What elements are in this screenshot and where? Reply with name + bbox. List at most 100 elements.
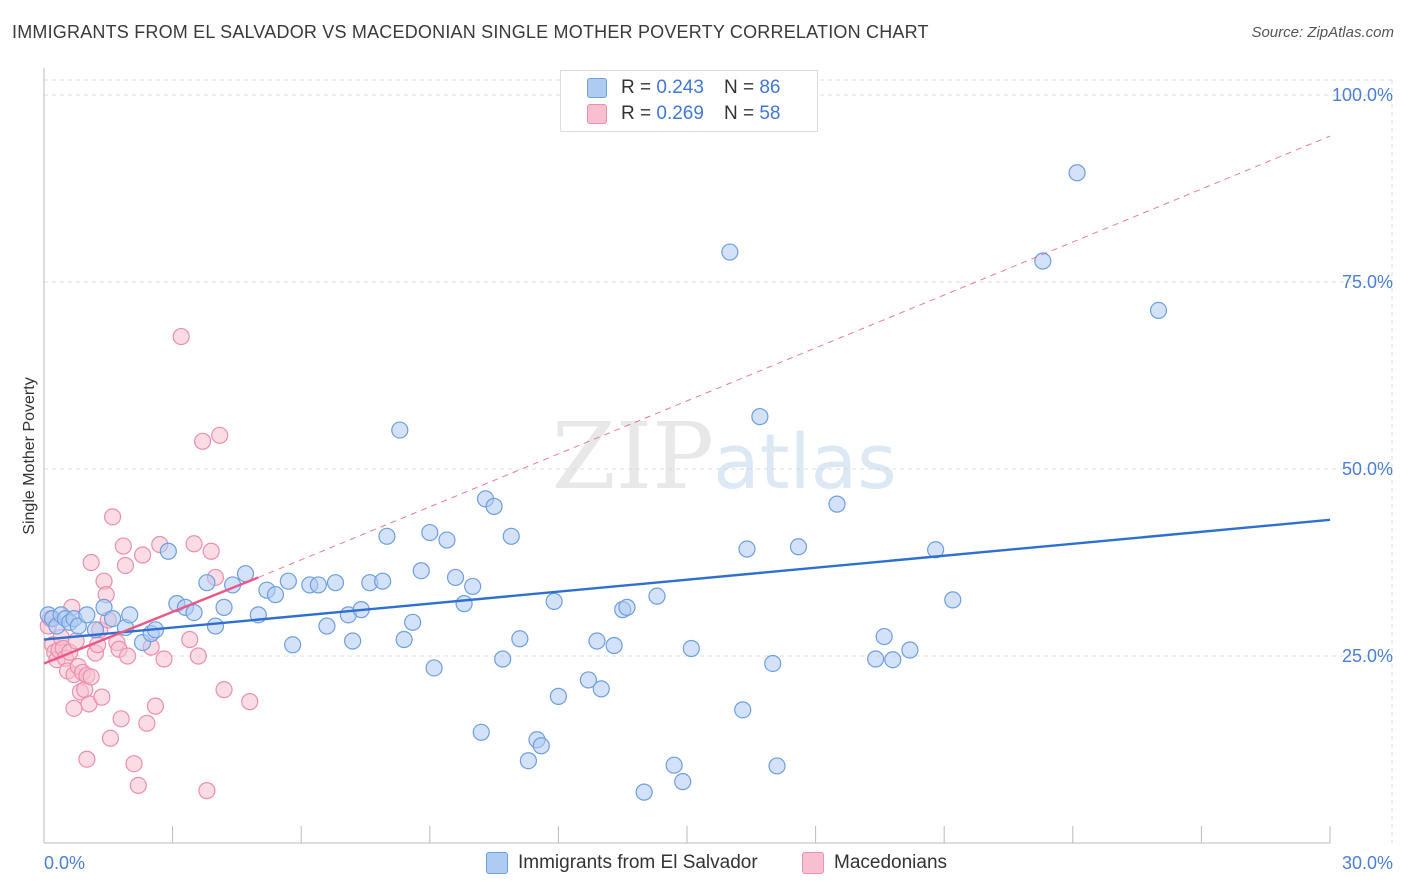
trend-line	[43, 576, 259, 665]
data-point	[198, 574, 216, 592]
data-point	[266, 586, 285, 604]
data-point	[446, 568, 465, 587]
legend-item-macedonians: Macedonians	[802, 852, 947, 874]
data-point	[674, 773, 692, 791]
y-tick-label: 100.0%	[1332, 85, 1393, 105]
data-point	[901, 641, 919, 659]
x-tick-label: 30.0%	[1342, 853, 1393, 873]
data-point	[114, 537, 132, 555]
data-point	[1068, 164, 1086, 182]
grid-lines	[44, 79, 1393, 843]
data-point	[116, 556, 135, 575]
data-point	[404, 613, 422, 631]
data-point	[78, 606, 96, 624]
r-value: 0.243	[656, 77, 704, 98]
data-point	[326, 574, 345, 592]
data-point	[682, 639, 700, 658]
data-point	[185, 535, 203, 553]
data-point	[875, 627, 893, 646]
data-point	[789, 538, 808, 556]
data-point	[198, 782, 216, 800]
data-point	[511, 630, 529, 648]
data-point	[588, 632, 606, 650]
data-point	[125, 755, 143, 773]
data-point	[421, 523, 439, 542]
data-point	[146, 697, 165, 715]
blue-swatch	[587, 78, 607, 98]
data-point	[129, 776, 147, 795]
data-point	[455, 595, 473, 613]
n-label: N =	[723, 103, 755, 124]
data-point	[138, 714, 156, 732]
data-point	[65, 699, 83, 717]
data-point	[884, 651, 902, 669]
y-tick-labels: 25.0% 50.0% 75.0% 100.0%	[1332, 85, 1393, 666]
data-point	[618, 598, 636, 616]
data-point	[721, 243, 739, 261]
data-point	[159, 542, 177, 560]
data-point	[1034, 252, 1052, 270]
x-tick-labels: 0.0% 30.0%	[44, 853, 1393, 873]
data-point	[103, 508, 122, 526]
data-point	[206, 617, 225, 635]
data-point	[519, 752, 537, 770]
data-point	[391, 421, 409, 439]
data-point	[751, 408, 769, 426]
blue-swatch	[486, 852, 508, 874]
series-legend: Immigrants from El Salvador Macedonians	[0, 852, 1406, 878]
stats-legend: R = 0.243 N = 86 R = 0.269 N = 58	[560, 70, 818, 132]
data-point	[635, 783, 653, 801]
x-tick-label: 0.0%	[44, 853, 85, 873]
y-axis-title: Single Mother Poverty	[21, 377, 38, 534]
data-point	[118, 647, 137, 665]
data-point	[181, 630, 199, 649]
data-point	[374, 572, 392, 590]
data-point	[828, 495, 846, 513]
data-point	[215, 598, 233, 616]
data-point	[764, 654, 782, 673]
y-tick-label: 75.0%	[1342, 272, 1393, 292]
data-point	[438, 531, 456, 549]
pink-swatch	[587, 104, 607, 124]
data-point	[215, 681, 233, 699]
trend-lines	[43, 135, 1331, 665]
data-point	[579, 671, 598, 689]
data-point	[927, 541, 945, 559]
legend-label: Macedonians	[834, 852, 948, 873]
n-value: 86	[759, 77, 781, 98]
r-value: 0.269	[656, 103, 704, 124]
data-point	[189, 647, 207, 665]
data-point	[82, 553, 100, 572]
data-point	[494, 650, 512, 668]
data-point	[464, 577, 482, 596]
data-point	[185, 604, 203, 622]
data-point	[112, 710, 130, 728]
data-point	[472, 723, 490, 741]
data-point	[1149, 301, 1168, 319]
svg-text:atlas: atlas	[713, 417, 897, 506]
data-point	[121, 606, 139, 624]
data-point	[279, 572, 297, 590]
data-point	[194, 432, 212, 450]
data-point	[211, 426, 229, 444]
data-point	[425, 659, 443, 677]
data-point	[532, 737, 550, 755]
n-label: N =	[723, 77, 755, 98]
data-point	[395, 630, 413, 649]
data-point	[101, 729, 120, 747]
chart-title: IMMIGRANTS FROM EL SALVADOR VS MACEDONIA…	[12, 22, 929, 42]
data-point	[241, 693, 259, 711]
pink-swatch	[802, 852, 824, 874]
data-point	[82, 668, 100, 686]
watermark: ZIP atlas	[552, 403, 897, 510]
macedonians-points	[39, 327, 259, 800]
y-tick-label: 50.0%	[1342, 459, 1393, 479]
source-label: Source: ZipAtlas.com	[1251, 24, 1394, 41]
legend-item-el-salvador: Immigrants from El Salvador	[486, 852, 758, 874]
y-tick-label: 25.0%	[1342, 646, 1393, 666]
r-label: R =	[621, 103, 652, 124]
legend-label: Immigrants from El Salvador	[518, 852, 758, 873]
data-point	[738, 540, 756, 558]
data-point	[78, 750, 96, 768]
data-point	[549, 687, 568, 705]
